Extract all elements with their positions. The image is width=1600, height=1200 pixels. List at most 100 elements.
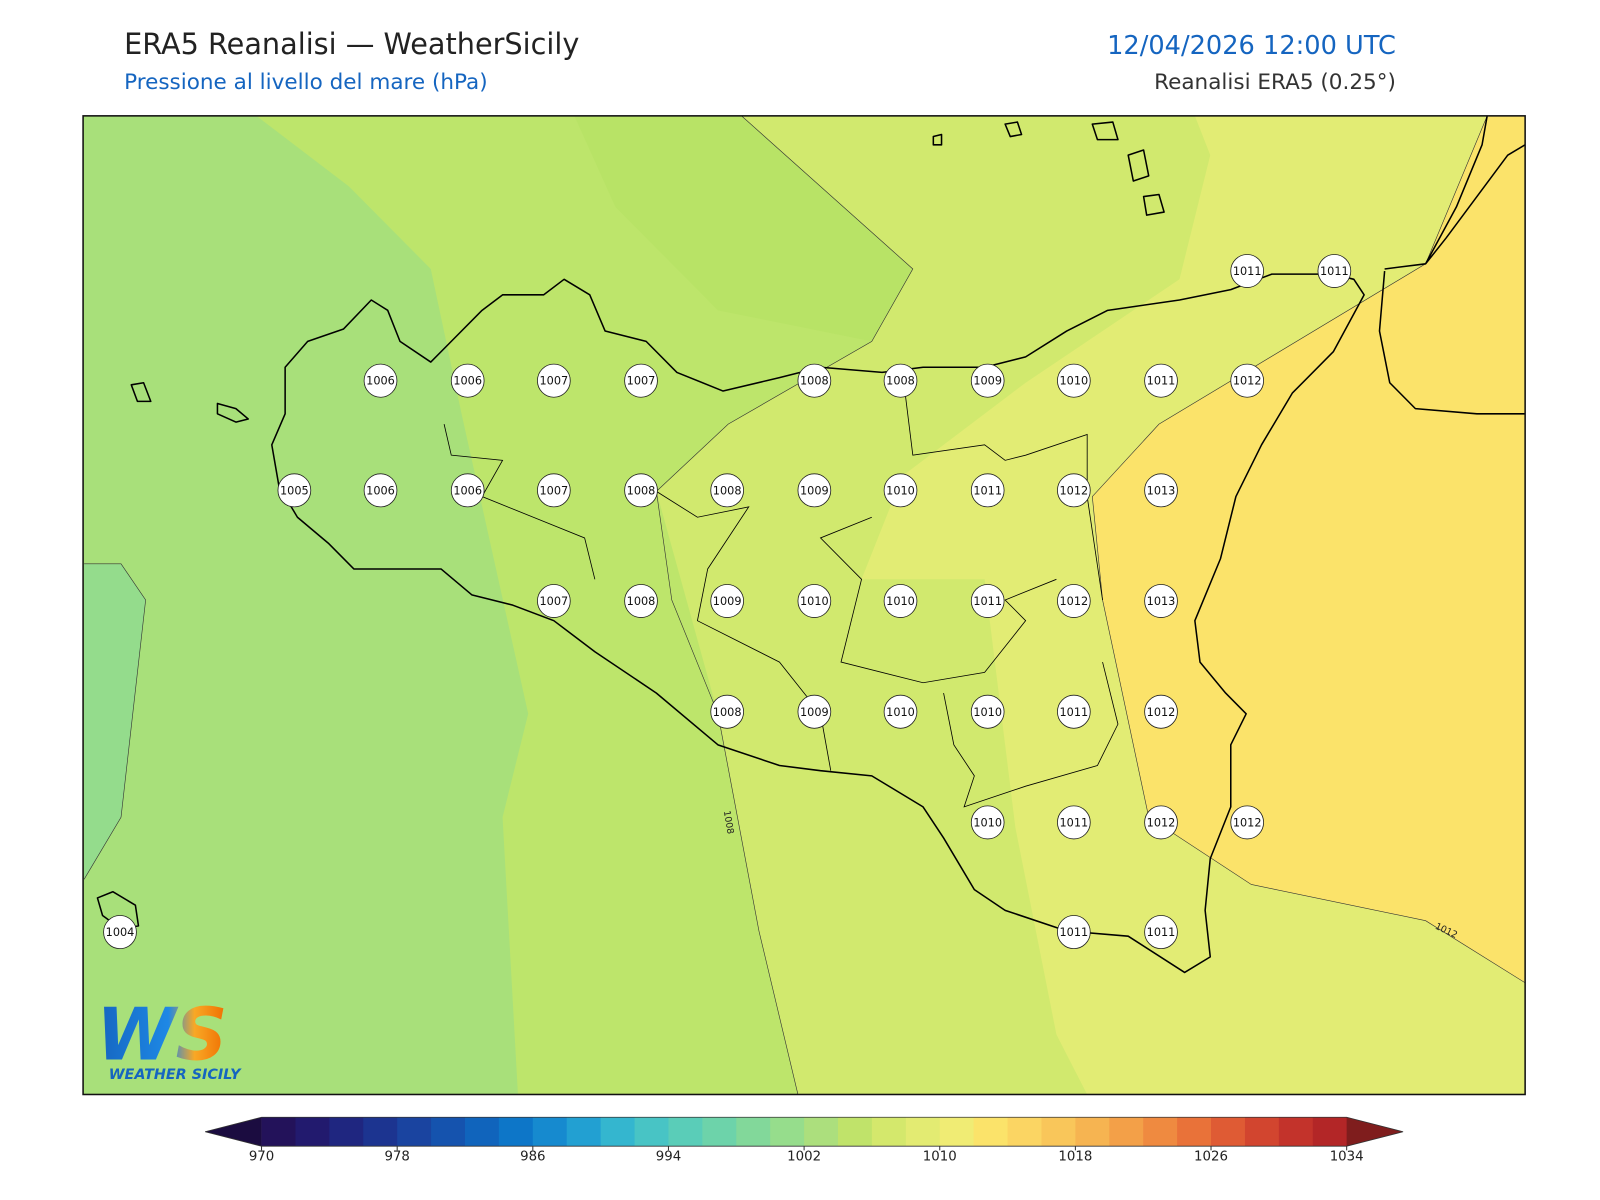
station-value: 1010 (973, 815, 1002, 829)
station-value: 1007 (539, 594, 568, 608)
station: 1012 (1144, 805, 1178, 840)
colorbar-bin (804, 1117, 839, 1147)
logo-mark: WS (96, 993, 227, 1077)
colorbar-bin (1007, 1117, 1042, 1147)
station-marker (1144, 584, 1178, 618)
colorbar-bin (566, 1117, 602, 1147)
station-marker (970, 694, 1005, 729)
station: 1008 (883, 363, 918, 398)
station-marker (797, 694, 832, 729)
colorbar-bin (939, 1117, 975, 1147)
station: 1012 (1230, 805, 1264, 840)
station: 1011 (1144, 363, 1178, 398)
colorbar: 970 978 986 994 1002 1010 1018 1026 1034 (205, 1116, 1404, 1165)
station-marker (537, 584, 571, 618)
station: 1008 (624, 473, 658, 508)
station-marker (1057, 473, 1091, 508)
station: 1010 (970, 805, 1005, 840)
station-marker (970, 584, 1005, 618)
station: 1008 (797, 363, 832, 398)
colorbar-tick-label: 1018 (1058, 1150, 1092, 1165)
station-value: 1007 (627, 374, 656, 388)
station-marker (710, 694, 744, 729)
colorbar-tick-label: 994 (656, 1150, 681, 1165)
colorbar-tick-label: 986 (520, 1150, 545, 1165)
station-value: 1008 (627, 483, 656, 497)
colorbar-bin (702, 1117, 737, 1147)
logo: WS WEATHER SICILY (96, 993, 242, 1083)
coastline (271, 273, 1365, 974)
station-value: 1009 (800, 483, 829, 497)
colorbar-tick-label: 1026 (1194, 1150, 1228, 1165)
station-marker (537, 363, 571, 398)
colorbar-bin (871, 1117, 907, 1147)
station-value: 1009 (713, 594, 742, 608)
colorbar-bin (1211, 1117, 1246, 1147)
station-marker (883, 694, 918, 729)
station-marker (970, 473, 1005, 508)
colorbar-bin (1177, 1117, 1212, 1147)
colorbar-bin (736, 1117, 771, 1147)
colorbar-bin (770, 1117, 805, 1147)
station-value: 1008 (713, 483, 742, 497)
station-marker (1144, 694, 1178, 729)
colorbar-bin (261, 1117, 296, 1147)
station-marker (277, 473, 312, 508)
map-frame (82, 115, 1526, 1096)
station-marker (1057, 915, 1091, 950)
station: 1007 (624, 363, 658, 398)
station: 1011 (1144, 915, 1178, 950)
station-value: 1006 (366, 374, 395, 388)
station-marker (970, 805, 1005, 840)
station-value: 1013 (1147, 483, 1176, 497)
station: 1010 (970, 694, 1005, 729)
station-marker (363, 363, 398, 398)
isobar (83, 563, 146, 880)
station: 1011 (1057, 694, 1091, 729)
station: 1009 (797, 473, 832, 508)
station-value: 1011 (973, 483, 1002, 497)
station-value: 1010 (886, 594, 915, 608)
station: 1011 (1057, 805, 1091, 840)
island (96, 121, 1165, 930)
station-value: 1009 (800, 705, 829, 719)
station-marker (1057, 694, 1091, 729)
station-value: 1012 (1147, 705, 1176, 719)
station: 1013 (1144, 473, 1178, 508)
station-marker (1230, 805, 1264, 840)
station: 1010 (1057, 363, 1091, 398)
station: 1005 (277, 473, 312, 508)
station-marker (537, 473, 571, 508)
station-marker (710, 473, 744, 508)
colorbar-bin (431, 1117, 466, 1147)
colorbar-tick-label: 970 (249, 1150, 274, 1165)
station-marker (797, 363, 832, 398)
station-value: 1004 (106, 925, 135, 939)
colorbar-bin (905, 1117, 941, 1147)
source: Reanalisi ERA5 (0.25°) (1154, 70, 1396, 95)
title: ERA5 Reanalisi — WeatherSicily (124, 27, 579, 61)
subtitle: Pressione al livello del mare (hPa) (124, 70, 488, 95)
station-value: 1013 (1147, 594, 1176, 608)
station-marker (1230, 363, 1264, 398)
colorbar-bin (634, 1117, 669, 1147)
colorbar-bin (295, 1117, 330, 1147)
station-marker (363, 473, 398, 508)
station-value: 1008 (800, 374, 829, 388)
colorbar-tick-label: 1034 (1330, 1150, 1364, 1165)
station: 1007 (537, 473, 571, 508)
colorbar-bin (668, 1117, 703, 1147)
station: 1011 (970, 584, 1005, 618)
field-zone (574, 115, 913, 342)
coastline (1378, 115, 1526, 415)
station-value: 1011 (1147, 925, 1176, 939)
station-marker (1230, 254, 1264, 288)
station-marker (797, 584, 832, 618)
station-marker (450, 363, 485, 398)
station-marker (1317, 254, 1352, 288)
colorbar-bin (1244, 1117, 1280, 1147)
station-value: 1008 (627, 594, 656, 608)
station-value: 1011 (1320, 264, 1349, 278)
station: 1013 (1144, 584, 1178, 618)
